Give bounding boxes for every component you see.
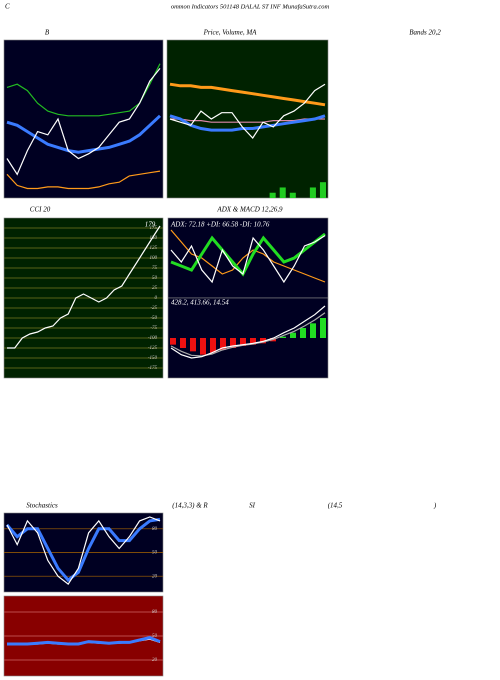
bar xyxy=(320,318,326,338)
y-tick-label: 25 xyxy=(152,286,158,291)
bar xyxy=(290,332,296,338)
label: B xyxy=(45,29,50,37)
series-line xyxy=(169,83,326,139)
label: (14,5 xyxy=(328,502,343,510)
bar xyxy=(210,338,216,353)
bar xyxy=(260,338,266,344)
y-tick-label: -25 xyxy=(150,306,157,311)
y-tick-label: 80 xyxy=(152,610,158,615)
y-tick-label: 50 xyxy=(152,276,158,281)
label: (14,3,3) & R xyxy=(172,502,208,510)
label: ommon Indicators 501148 DALAL ST INF Mun… xyxy=(171,3,330,10)
bar xyxy=(269,192,276,198)
y-tick-label: 20 xyxy=(152,574,158,579)
label: 428.2, 413.66, 14.54 xyxy=(171,299,229,307)
label: C xyxy=(5,3,10,11)
series-line xyxy=(7,636,161,646)
y-tick-label: -150 xyxy=(148,356,158,361)
bar xyxy=(190,338,196,352)
series-line xyxy=(7,225,161,349)
panel xyxy=(3,39,164,199)
series-line xyxy=(169,114,326,132)
bar xyxy=(309,187,316,198)
bar xyxy=(289,192,296,198)
label: ADX & MACD 12,26,9 xyxy=(216,206,283,214)
bar xyxy=(279,187,286,198)
y-tick-label: 100 xyxy=(150,256,158,261)
y-tick-label: 75 xyxy=(152,266,158,271)
watermark: MunafaSutra.com xyxy=(171,568,352,595)
y-tick-label: -175 xyxy=(148,366,158,371)
bar xyxy=(319,182,326,198)
bar xyxy=(180,338,186,348)
bar xyxy=(220,338,226,350)
series-line xyxy=(5,517,161,583)
y-tick-label: -75 xyxy=(150,326,157,331)
y-tick-label: 175 xyxy=(150,226,158,231)
series-line xyxy=(170,118,325,123)
bar xyxy=(310,323,316,338)
series-line xyxy=(6,114,162,154)
bar xyxy=(300,328,306,338)
label: ) xyxy=(433,502,437,510)
y-tick-label: 125 xyxy=(150,246,158,251)
label: Stochastics xyxy=(26,502,58,510)
series-line xyxy=(170,235,326,284)
series-line xyxy=(170,312,326,357)
label: Bands 20,2 xyxy=(409,29,441,37)
label: Price, Volume, MA xyxy=(203,29,258,37)
bar xyxy=(230,338,236,348)
y-tick-label: -100 xyxy=(148,336,158,341)
label: SI xyxy=(249,502,256,510)
y-tick-label: 50 xyxy=(152,551,158,556)
bar xyxy=(200,338,206,355)
series-line xyxy=(6,68,161,176)
y-tick-label: 80 xyxy=(152,527,158,532)
bar xyxy=(170,338,176,345)
series-line xyxy=(170,305,326,359)
series-line xyxy=(6,170,161,190)
y-tick-label: 50 xyxy=(152,634,158,639)
series-line xyxy=(6,63,161,117)
y-tick-label: -125 xyxy=(148,346,158,351)
y-tick-label: 20 xyxy=(152,658,158,663)
bar xyxy=(250,338,256,345)
bar xyxy=(280,336,286,338)
label: CCI 20 xyxy=(30,206,51,214)
series-line xyxy=(170,232,326,277)
series-line xyxy=(6,516,161,585)
y-tick-label: 150 xyxy=(150,236,158,241)
series-line xyxy=(169,82,326,107)
label: ADX: 72.18 +DI: 66.58 -DI: 10.76 xyxy=(170,221,270,229)
y-tick-label: 0 xyxy=(155,296,158,301)
label: 179 xyxy=(145,221,156,229)
bar xyxy=(240,338,246,346)
y-tick-label: -50 xyxy=(150,316,157,321)
